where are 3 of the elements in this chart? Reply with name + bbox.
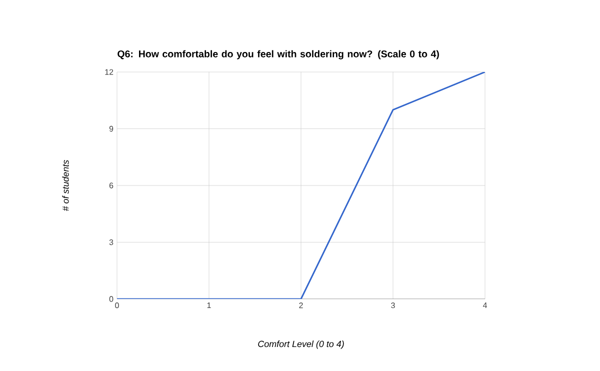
y-axis-title: # of students: [62, 160, 69, 211]
x-axis-title: Comfort Level (0 to 4): [258, 340, 344, 349]
chart-title: Q6: How comfortable do you feel with soldering now? (Scale 0 to 4): [118, 50, 439, 60]
